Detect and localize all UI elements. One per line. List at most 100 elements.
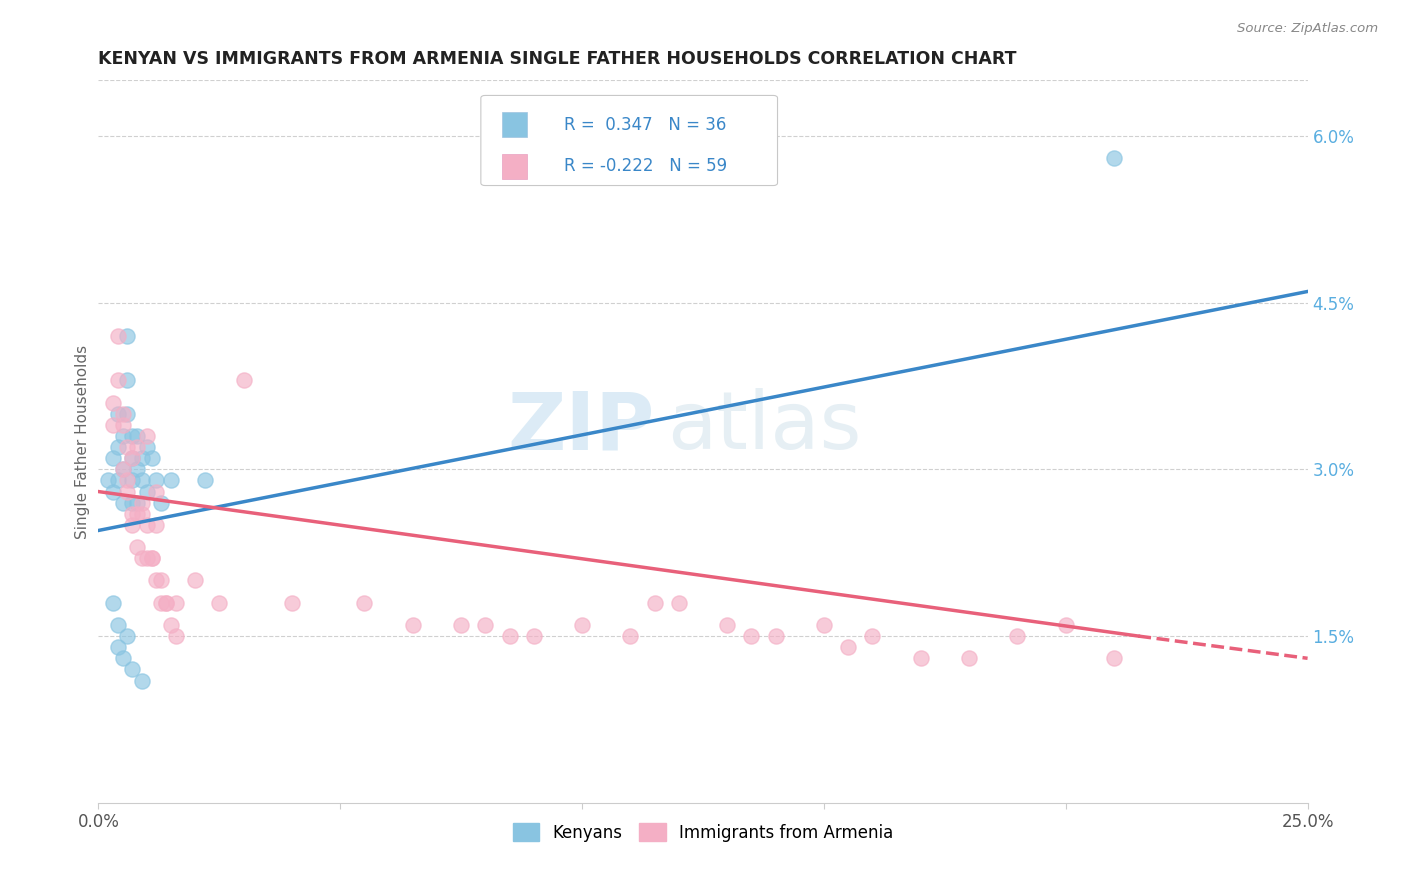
Text: atlas: atlas bbox=[666, 388, 860, 467]
Point bbox=[131, 507, 153, 521]
Point bbox=[860, 629, 883, 643]
Point bbox=[117, 329, 139, 343]
Point bbox=[117, 440, 139, 454]
Point bbox=[131, 673, 153, 688]
Point bbox=[121, 429, 143, 443]
Point bbox=[131, 496, 153, 510]
Point bbox=[353, 596, 375, 610]
Point bbox=[107, 407, 129, 421]
Point bbox=[141, 451, 163, 466]
Point bbox=[145, 517, 167, 532]
Point bbox=[121, 517, 143, 532]
Point bbox=[150, 596, 173, 610]
Point bbox=[127, 496, 149, 510]
Point bbox=[121, 496, 143, 510]
Point bbox=[101, 484, 124, 499]
Point bbox=[101, 451, 124, 466]
Point bbox=[107, 373, 129, 387]
Point bbox=[121, 474, 143, 488]
Point bbox=[127, 540, 149, 554]
Point bbox=[150, 574, 173, 588]
Point bbox=[101, 596, 124, 610]
Point bbox=[135, 551, 157, 566]
Legend: Kenyans, Immigrants from Armenia: Kenyans, Immigrants from Armenia bbox=[506, 817, 900, 848]
Text: R =  0.347   N = 36: R = 0.347 N = 36 bbox=[564, 116, 725, 134]
Point bbox=[165, 596, 187, 610]
Point bbox=[957, 651, 980, 665]
Point bbox=[523, 629, 546, 643]
Point bbox=[145, 474, 167, 488]
Point bbox=[145, 574, 167, 588]
Point bbox=[131, 451, 153, 466]
Point bbox=[135, 484, 157, 499]
Point bbox=[107, 474, 129, 488]
Point bbox=[837, 640, 859, 655]
Point bbox=[1102, 151, 1125, 165]
Point bbox=[160, 474, 183, 488]
Point bbox=[160, 618, 183, 632]
Point bbox=[107, 640, 129, 655]
Point bbox=[127, 462, 149, 476]
Point bbox=[111, 429, 134, 443]
Point bbox=[111, 462, 134, 476]
Point bbox=[117, 629, 139, 643]
Point bbox=[150, 496, 173, 510]
Point bbox=[107, 329, 129, 343]
Y-axis label: Single Father Households: Single Father Households bbox=[75, 344, 90, 539]
Point bbox=[127, 507, 149, 521]
Point bbox=[111, 407, 134, 421]
Text: R = -0.222   N = 59: R = -0.222 N = 59 bbox=[564, 157, 727, 175]
Point bbox=[117, 373, 139, 387]
Point bbox=[101, 395, 124, 409]
Point bbox=[1007, 629, 1029, 643]
Point bbox=[450, 618, 472, 632]
Point bbox=[107, 440, 129, 454]
Point bbox=[111, 417, 134, 432]
Point bbox=[498, 629, 520, 643]
Text: Source: ZipAtlas.com: Source: ZipAtlas.com bbox=[1237, 22, 1378, 36]
Point bbox=[402, 618, 425, 632]
Point bbox=[121, 451, 143, 466]
Point bbox=[644, 596, 666, 610]
Point bbox=[111, 496, 134, 510]
Point bbox=[141, 551, 163, 566]
Point bbox=[111, 651, 134, 665]
Point bbox=[716, 618, 738, 632]
Text: KENYAN VS IMMIGRANTS FROM ARMENIA SINGLE FATHER HOUSEHOLDS CORRELATION CHART: KENYAN VS IMMIGRANTS FROM ARMENIA SINGLE… bbox=[98, 50, 1017, 68]
Point bbox=[135, 429, 157, 443]
Point bbox=[121, 507, 143, 521]
Point bbox=[135, 440, 157, 454]
Point bbox=[131, 474, 153, 488]
Point bbox=[474, 618, 496, 632]
Point bbox=[117, 474, 139, 488]
Point bbox=[121, 451, 143, 466]
Point bbox=[141, 551, 163, 566]
Point bbox=[765, 629, 787, 643]
Point bbox=[101, 417, 124, 432]
Point bbox=[155, 596, 177, 610]
Point bbox=[117, 484, 139, 499]
Point bbox=[155, 596, 177, 610]
Point bbox=[619, 629, 641, 643]
Point bbox=[127, 440, 149, 454]
Point bbox=[184, 574, 207, 588]
Point bbox=[165, 629, 187, 643]
Point bbox=[910, 651, 932, 665]
Point bbox=[813, 618, 835, 632]
Point bbox=[281, 596, 304, 610]
Point bbox=[571, 618, 593, 632]
Point bbox=[208, 596, 231, 610]
Point bbox=[127, 429, 149, 443]
Point bbox=[131, 551, 153, 566]
Point bbox=[117, 407, 139, 421]
Point bbox=[121, 662, 143, 676]
Point bbox=[145, 484, 167, 499]
Point bbox=[107, 618, 129, 632]
Point bbox=[740, 629, 762, 643]
Point bbox=[1054, 618, 1077, 632]
Point bbox=[135, 517, 157, 532]
Point bbox=[232, 373, 254, 387]
Point bbox=[194, 474, 217, 488]
Point bbox=[111, 462, 134, 476]
Point bbox=[97, 474, 120, 488]
